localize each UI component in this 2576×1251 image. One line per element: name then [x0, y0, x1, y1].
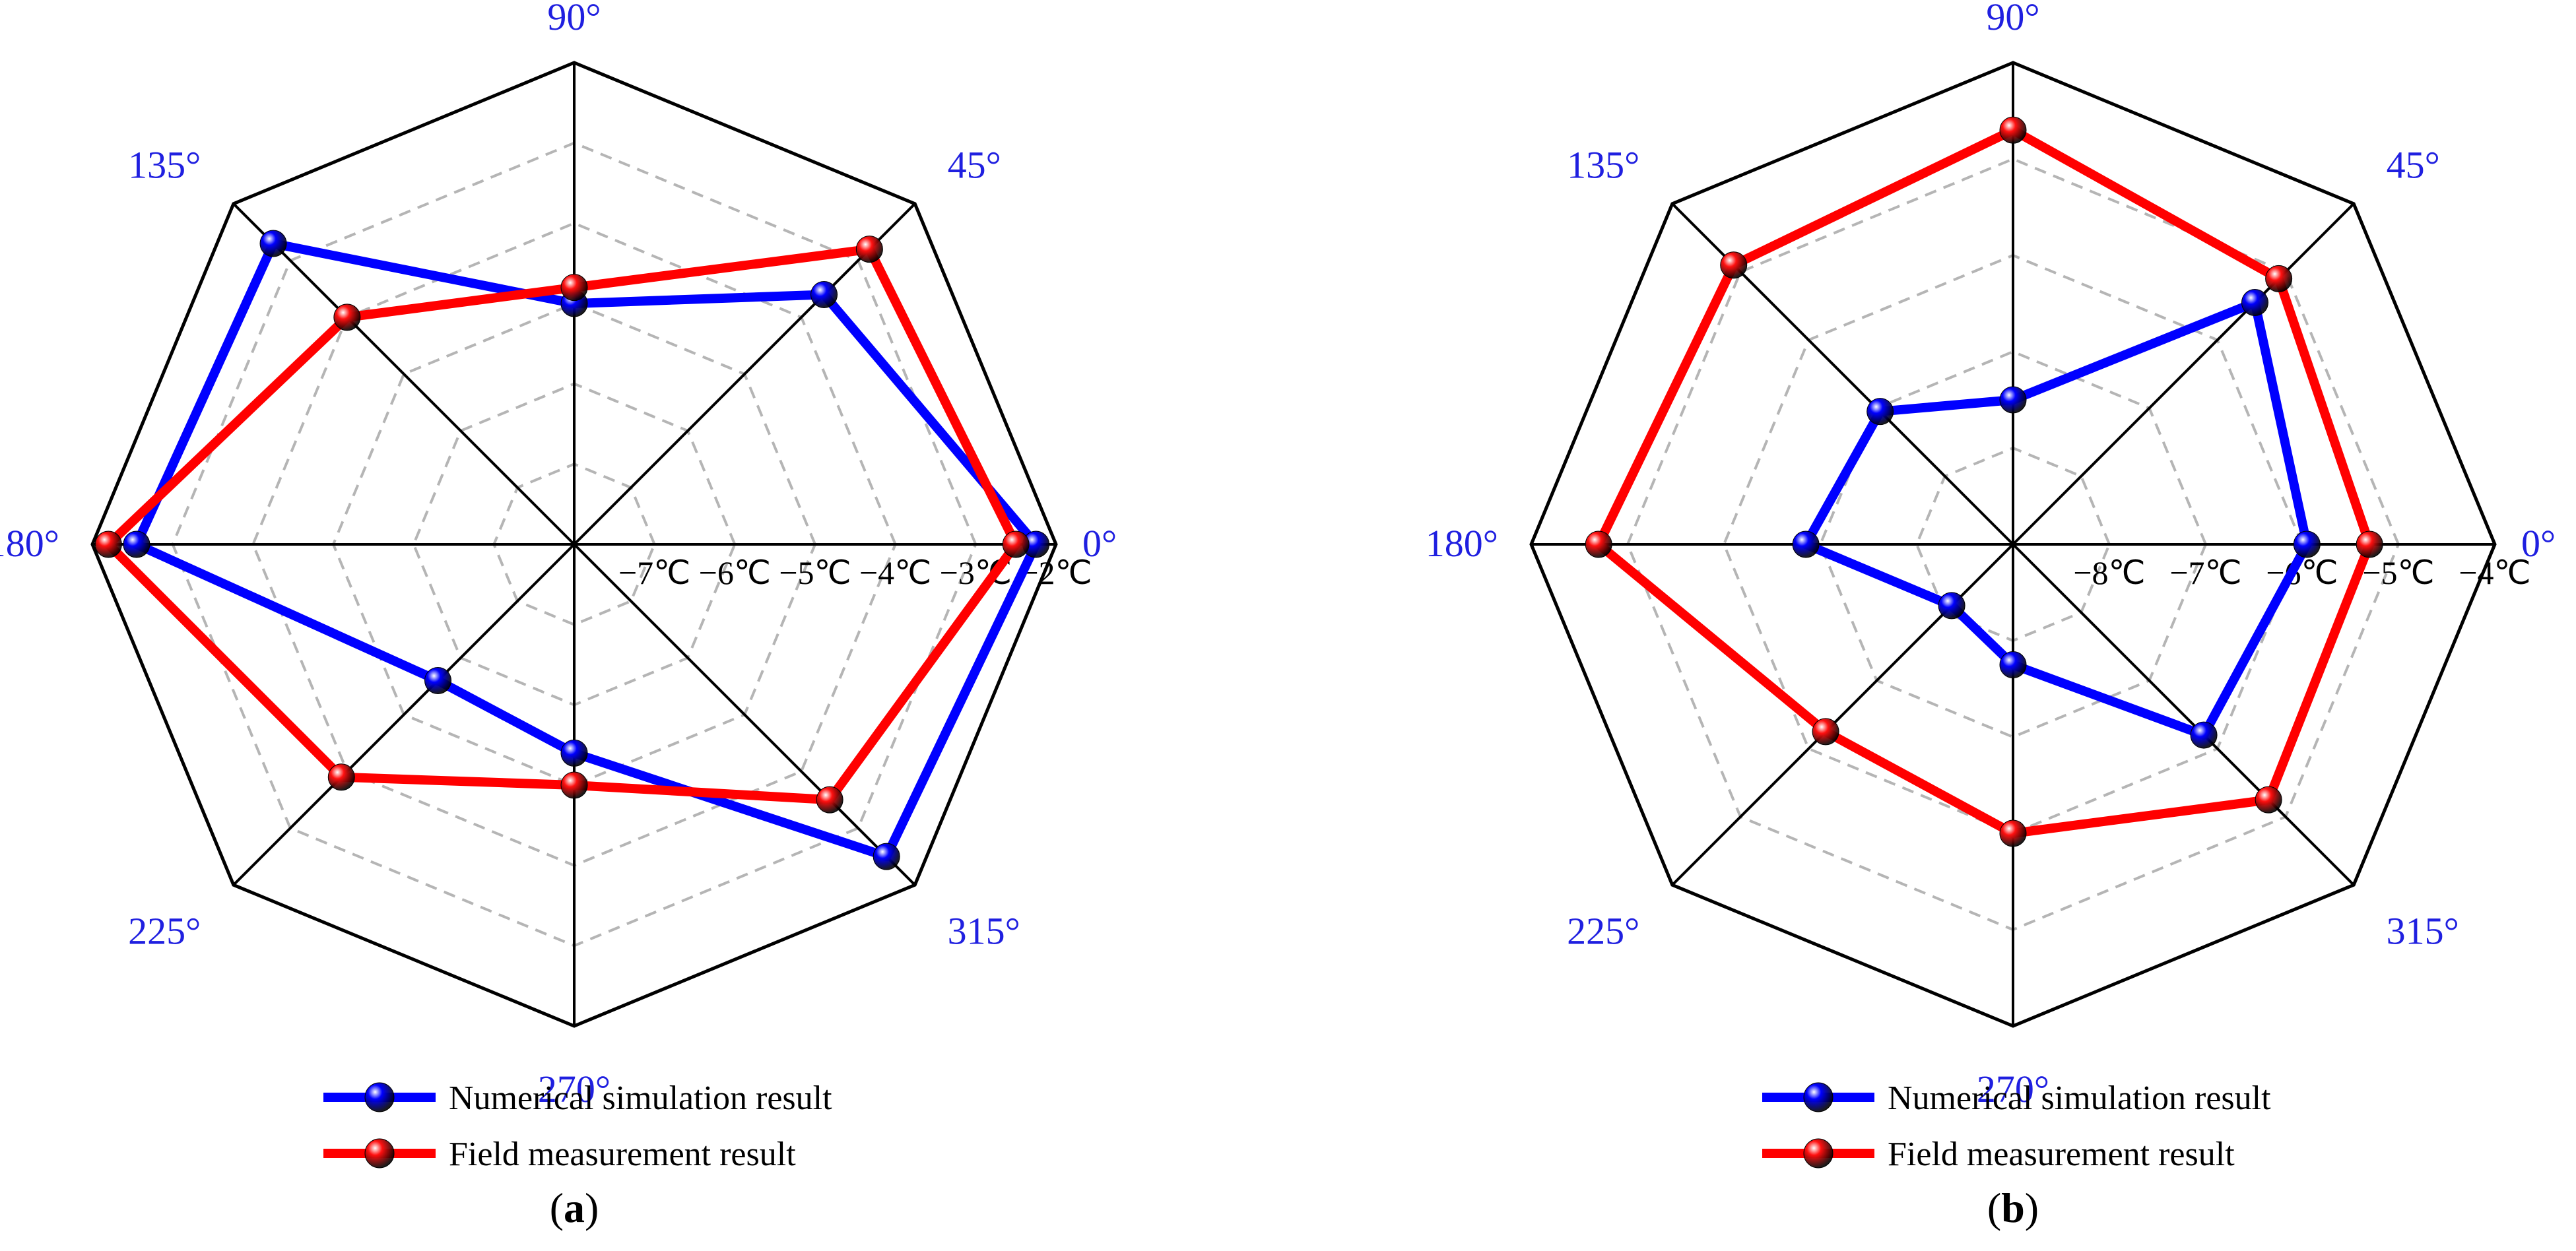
legend: Numerical simulation result Field measure…: [323, 1079, 832, 1173]
angle-label: 90°: [1986, 0, 2039, 38]
axis-spoke: [1671, 543, 2014, 886]
data-point: [2255, 786, 2282, 814]
series-line: [131, 239, 1041, 862]
radial-tick-label: −4℃: [2459, 554, 2530, 591]
axis-spoke: [232, 203, 576, 546]
legend-label: Field measurement result: [1888, 1136, 2235, 1173]
radial-tick-label: −7℃: [2169, 554, 2241, 591]
data-point: [1792, 530, 1820, 558]
angle-label: 180°: [1426, 522, 1498, 565]
series-numerical: [123, 230, 1050, 870]
data-point: [1999, 116, 2027, 144]
data-point: [1002, 530, 1030, 558]
angle-label: 180°: [0, 522, 59, 565]
panel-label-letter: a: [564, 1184, 585, 1231]
legend-swatch-marker: [364, 1082, 395, 1112]
data-point: [1720, 251, 1748, 279]
legend-swatch-marker: [364, 1138, 395, 1169]
legend-swatch-marker: [1803, 1138, 1833, 1169]
radial-tick-label: −5℃: [2362, 554, 2434, 591]
data-point: [94, 530, 122, 558]
legend-label: Numerical simulation result: [449, 1079, 832, 1117]
data-point: [123, 530, 150, 558]
data-point: [1866, 398, 1894, 426]
axis-spoke: [1671, 203, 2014, 546]
angle-label: 45°: [2387, 143, 2440, 186]
data-point: [560, 771, 588, 799]
data-point: [2293, 530, 2321, 558]
data-point: [259, 230, 287, 257]
data-point: [1999, 819, 2027, 847]
data-point: [1812, 718, 1839, 746]
data-point: [873, 843, 900, 870]
series-field: [94, 236, 1030, 814]
angle-label: 0°: [2521, 522, 2556, 565]
legend-label: Numerical simulation result: [1888, 1079, 2271, 1117]
angle-label: 315°: [2387, 910, 2459, 953]
series-line: [1594, 125, 2375, 838]
axis-spoke: [2012, 203, 2355, 546]
panel-label-letter: b: [2001, 1184, 2025, 1231]
axis-spoke: [2012, 543, 2355, 886]
legend: Numerical simulation result Field measure…: [1762, 1079, 2271, 1173]
radar-panel-b: −8℃ −7℃ −6℃ −5℃ −4℃0°45°90°135°180°225°270°3…: [1426, 0, 2556, 1231]
data-point: [333, 304, 361, 331]
legend-swatch-marker: [1803, 1082, 1833, 1112]
data-point: [1938, 592, 1965, 620]
angle-label: 225°: [128, 910, 201, 953]
axis-spoke: [232, 543, 576, 886]
panel-label-close: ): [2025, 1184, 2039, 1231]
panel-label-open: (: [1987, 1184, 2001, 1231]
data-point: [424, 666, 452, 694]
data-point: [810, 280, 838, 308]
panel-label: (b): [1987, 1184, 2039, 1231]
legend-label: Field measurement result: [449, 1136, 796, 1173]
axis-spoke: [573, 203, 916, 546]
radar-panel-a: −7℃−6℃−5℃−4℃−3℃−2℃0°45°90°135°180°225°27…: [0, 0, 1117, 1231]
radial-tick-label: −7℃: [618, 554, 690, 591]
data-point: [2356, 530, 2383, 558]
outer-frame: [1529, 61, 2497, 1028]
angle-label: 270°: [538, 1068, 611, 1110]
grid-ring: [251, 222, 897, 867]
data-point: [816, 786, 843, 814]
data-point: [1999, 651, 2027, 678]
radial-tick-label: −4℃: [859, 554, 931, 591]
outer-frame: [90, 61, 1058, 1028]
radial-tick-label: −5℃: [779, 554, 851, 591]
angle-label: 45°: [948, 143, 1001, 186]
data-point: [327, 763, 355, 791]
panel-label: (a): [550, 1184, 599, 1231]
data-point: [1585, 530, 1612, 558]
angle-label: 270°: [1977, 1068, 2049, 1110]
series-numerical: [1792, 289, 2321, 749]
angle-label: 90°: [547, 0, 601, 38]
angle-label: 225°: [1567, 910, 1639, 953]
axis-spoke: [573, 543, 916, 886]
angle-label: 0°: [1082, 522, 1117, 565]
data-point: [2190, 721, 2218, 749]
radial-tick-label: −8℃: [2073, 554, 2145, 591]
data-point: [2265, 265, 2293, 292]
series-field: [1585, 116, 2383, 847]
angle-label: 135°: [128, 143, 201, 186]
grid-ring: [1722, 253, 2304, 835]
grid-ring: [412, 382, 737, 707]
series-line: [1801, 298, 2312, 740]
data-point: [855, 236, 883, 263]
panel-label-open: (: [550, 1184, 564, 1231]
data-point: [560, 739, 588, 767]
radial-tick-label: −6℃: [699, 554, 771, 591]
data-point: [560, 274, 588, 302]
data-point: [1999, 386, 2027, 414]
panel-label-close: ): [585, 1184, 599, 1231]
angle-label: 315°: [948, 910, 1020, 953]
angle-label: 135°: [1567, 143, 1639, 186]
data-point: [2241, 289, 2268, 317]
